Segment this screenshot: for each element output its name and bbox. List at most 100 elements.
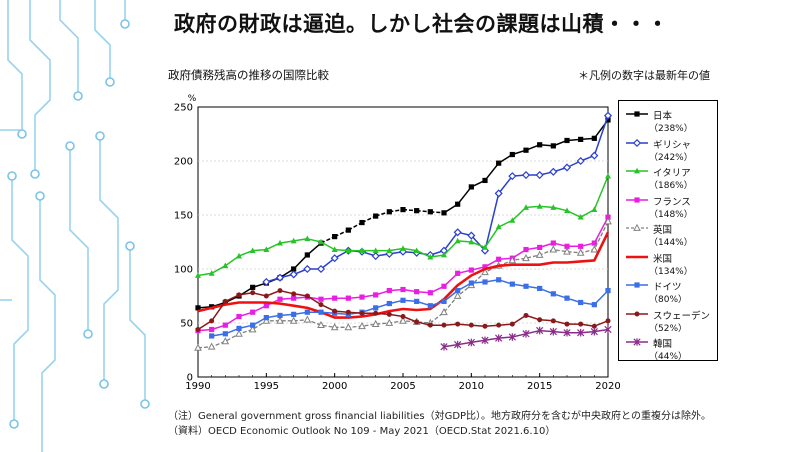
legend-label-germany: ドイツ <box>653 282 682 293</box>
data-point-japan <box>482 177 488 184</box>
x-tick-label: 2020 <box>595 381 620 392</box>
data-point-sweden <box>496 322 502 328</box>
data-point-italy <box>468 238 475 245</box>
data-point-japan <box>427 209 433 215</box>
data-point-france <box>605 214 611 220</box>
data-point-france <box>222 322 228 328</box>
data-point-sweden <box>304 293 310 299</box>
data-point-greece <box>303 264 312 274</box>
data-point-sweden <box>605 318 611 324</box>
data-point-france <box>496 256 502 262</box>
data-point-uk <box>235 329 243 337</box>
data-point-uk <box>330 323 339 331</box>
x-tick-label: 2000 <box>322 381 347 392</box>
data-point-sweden <box>332 308 338 314</box>
chart-legend: 日本 （238%） ギリシャ （242%） イタリア （186%） フランス （148%） 英国… <box>618 100 718 362</box>
data-point-sweden <box>427 322 433 328</box>
data-point-greece <box>330 254 339 263</box>
data-point-japan <box>414 208 420 214</box>
data-point-korea <box>522 330 530 338</box>
data-point-france <box>400 286 406 293</box>
data-point-italy <box>359 247 365 254</box>
legend-label-italy: イタリア <box>653 168 691 179</box>
data-point-italy <box>304 235 311 242</box>
data-point-uk <box>194 343 202 351</box>
data-point-france <box>386 288 392 294</box>
data-point-germany <box>222 331 228 337</box>
legend-label-korea: 韓国 <box>653 339 673 350</box>
circuit-decoration <box>0 0 150 452</box>
data-point-italy <box>222 262 229 269</box>
data-point-france <box>318 296 324 302</box>
series-line-germany <box>211 279 609 337</box>
data-point-greece <box>562 163 572 172</box>
data-point-sweden <box>509 321 515 327</box>
data-point-france <box>455 270 461 276</box>
data-point-germany <box>482 279 488 285</box>
legend-latest-value-japan: （238%） <box>649 124 693 134</box>
data-point-greece <box>576 156 585 166</box>
data-point-korea <box>508 333 516 341</box>
data-point-italy <box>441 251 447 258</box>
data-point-korea <box>440 342 448 351</box>
data-point-italy <box>277 239 283 246</box>
data-point-germany <box>291 311 297 317</box>
data-point-korea <box>577 328 585 337</box>
data-point-germany <box>414 298 420 304</box>
data-point-germany <box>250 322 256 328</box>
x-tick-label: 2015 <box>527 381 552 392</box>
legend-marker-germany <box>634 282 640 288</box>
data-point-germany <box>509 281 515 287</box>
slide-title: 政府の財政は逼迫。しかし社会の課題は山積・・・ <box>174 12 669 36</box>
data-point-uk <box>371 319 380 327</box>
legend-label-japan: 日本 <box>653 111 673 122</box>
legend-label-uk: 英国 <box>653 225 673 236</box>
data-point-greece <box>316 264 326 274</box>
data-point-germany <box>591 302 597 308</box>
data-point-sweden <box>482 323 488 329</box>
data-point-sweden <box>291 291 297 297</box>
data-point-france <box>482 264 488 270</box>
data-point-korea <box>481 336 489 345</box>
x-tick-label: 2010 <box>459 381 484 392</box>
data-point-sweden <box>523 312 529 318</box>
data-point-sweden <box>263 293 269 299</box>
data-point-uk <box>508 256 517 264</box>
data-point-germany <box>564 295 570 301</box>
data-point-japan <box>523 147 529 153</box>
data-point-france <box>359 294 365 300</box>
series-line-japan <box>457 186 472 205</box>
data-point-greece <box>590 151 599 160</box>
data-point-greece <box>262 277 271 287</box>
x-tick-label: 1990 <box>185 381 210 392</box>
data-point-italy <box>345 247 352 254</box>
data-point-japan <box>537 142 543 148</box>
data-point-germany <box>304 309 310 315</box>
data-point-sweden <box>441 322 447 328</box>
data-point-japan <box>400 207 406 213</box>
data-point-japan <box>550 143 556 149</box>
footnote-note: （注）General government gross financial li… <box>168 411 711 422</box>
data-point-sweden <box>277 288 283 294</box>
data-point-japan <box>591 135 597 141</box>
data-point-france <box>564 243 570 249</box>
legend-item-france: フランス （148%） <box>625 194 717 220</box>
data-point-greece <box>453 228 462 237</box>
data-point-sweden <box>195 326 201 332</box>
y-tick-label: 200 <box>174 157 193 168</box>
data-point-japan <box>509 151 515 158</box>
data-point-germany <box>318 309 324 315</box>
data-point-sweden <box>455 321 461 327</box>
legend-item-greece: ギリシャ （242%） <box>625 137 717 163</box>
legend-latest-value-france: （148%） <box>649 209 693 220</box>
legend-symbol-sweden <box>626 311 648 316</box>
data-point-japan <box>605 117 611 123</box>
data-point-japan <box>359 219 365 226</box>
data-point-italy <box>564 207 570 214</box>
legend-item-germany: ドイツ （80%） <box>625 279 717 305</box>
data-point-japan <box>332 234 338 240</box>
series-line-france <box>197 216 609 332</box>
data-point-sweden <box>468 322 474 328</box>
legend-item-italy: イタリア （186%） <box>625 165 717 191</box>
data-point-uk <box>604 217 612 225</box>
